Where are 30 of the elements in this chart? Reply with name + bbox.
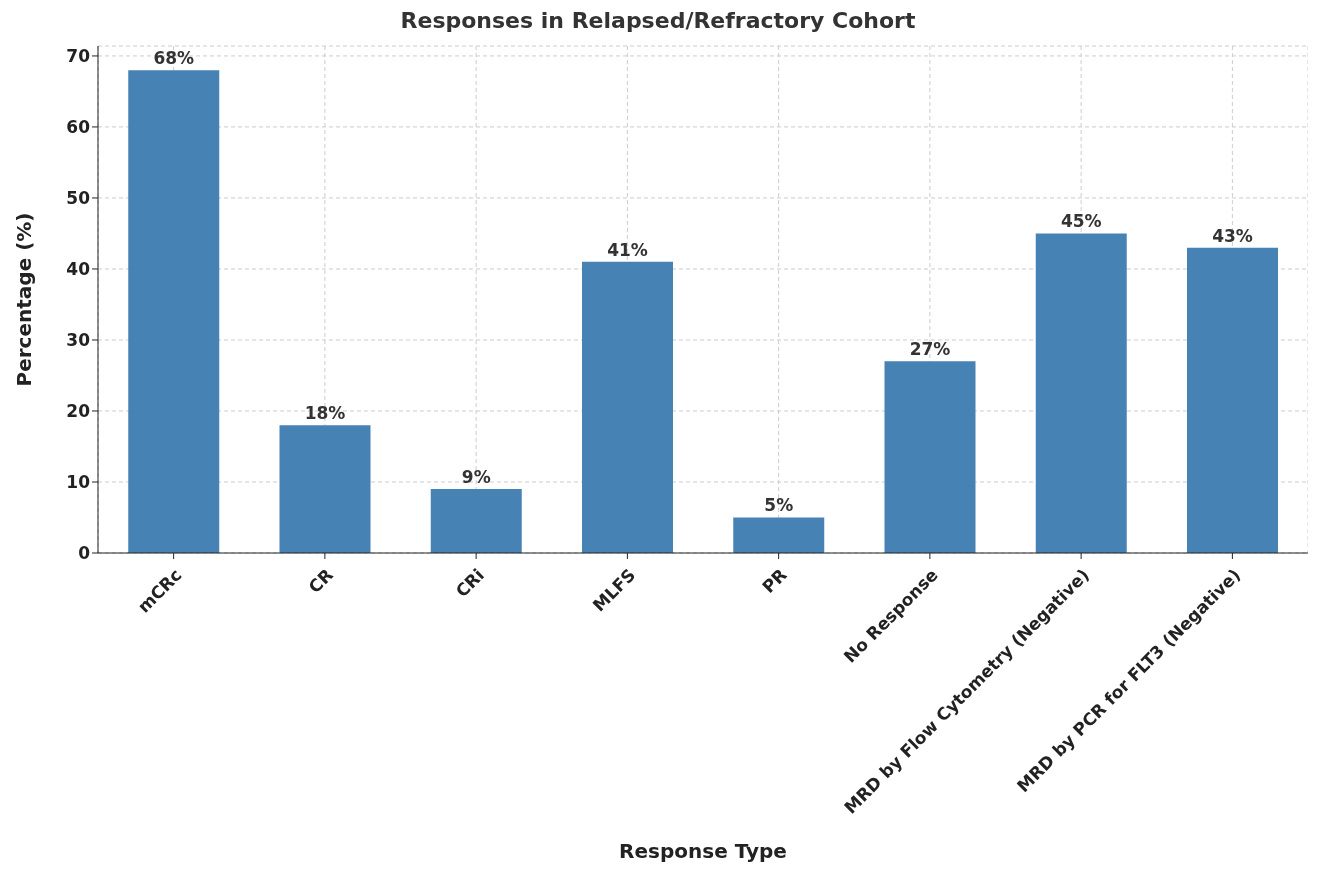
y-tick-label: 20 xyxy=(66,401,91,422)
data-label: 18% xyxy=(304,403,346,424)
data-label: 9% xyxy=(461,467,491,488)
bar xyxy=(1035,233,1127,553)
y-tick-label: 30 xyxy=(66,330,91,351)
bar xyxy=(582,261,673,553)
y-tick-label: 40 xyxy=(66,259,91,279)
bar xyxy=(128,70,220,553)
y-tick-label: 50 xyxy=(66,187,91,208)
chart-title: Responses in Relapsed/Refractory Cohort xyxy=(399,8,917,35)
data-label: 68% xyxy=(153,48,195,69)
x-tick-label: PR xyxy=(758,564,791,597)
x-axis-title: Response Type xyxy=(619,839,787,863)
data-label: 45% xyxy=(1060,211,1102,232)
x-tick-label: CRi xyxy=(451,564,488,602)
data-label: 27% xyxy=(909,339,951,360)
bar xyxy=(884,361,976,553)
bar xyxy=(279,425,371,553)
data-label: 5% xyxy=(764,495,794,516)
y-tick-label: 60 xyxy=(66,116,91,137)
data-label: 43% xyxy=(1212,225,1253,246)
y-tick-label: 10 xyxy=(66,472,91,493)
bar xyxy=(733,517,825,553)
data-label: 41% xyxy=(607,239,648,260)
bar xyxy=(430,489,522,553)
bar xyxy=(1187,247,1278,553)
y-tick-label: 70 xyxy=(66,45,91,66)
x-tick-label: CR xyxy=(304,564,337,597)
y-axis-title: Percentage (%) xyxy=(12,212,37,387)
y-tick-label: 0 xyxy=(78,543,91,564)
